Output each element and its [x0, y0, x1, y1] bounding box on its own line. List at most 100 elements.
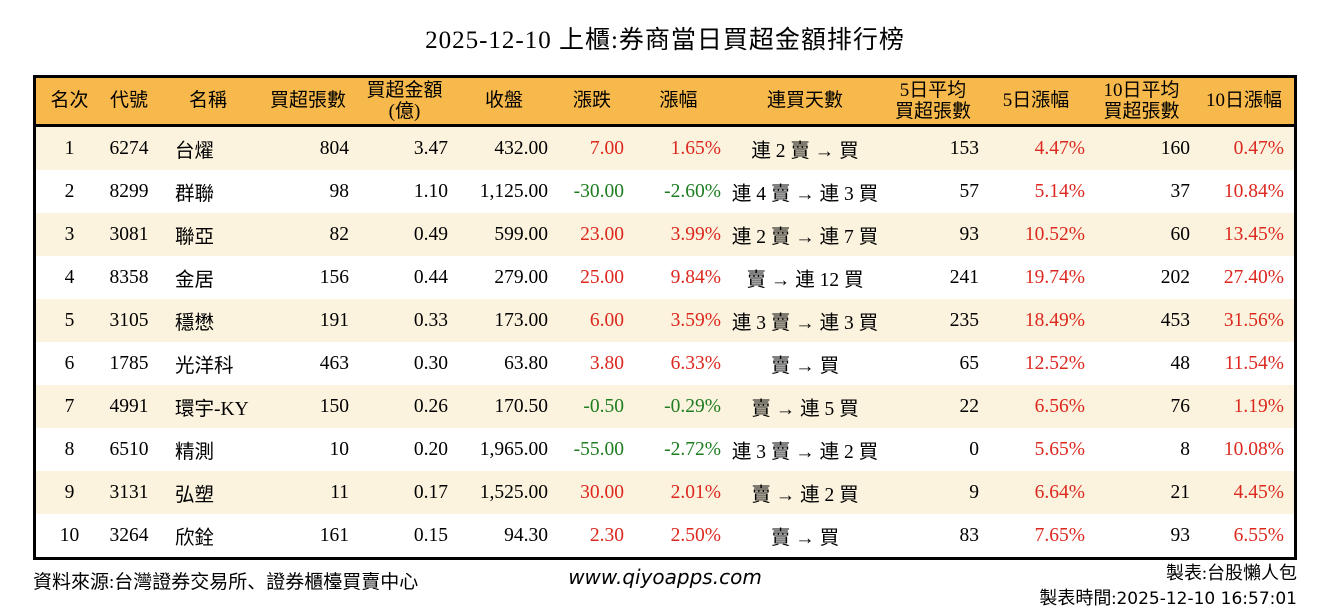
cell-close-price: 170.50: [494, 395, 548, 417]
cell-5day-avg-lots: 153: [949, 137, 979, 159]
cell-5day-avg-lots: 9: [969, 481, 979, 503]
cell-10day-change-pct: 27.40%: [1223, 266, 1284, 288]
cell-stock-name: 聯亞: [175, 227, 215, 248]
timestamp-value: 2025-12-10 16:57:01: [1116, 589, 1297, 609]
cell-close-price: 1,965.00: [479, 438, 548, 460]
timestamp-label: 製表時間:: [1039, 588, 1117, 608]
cell-10day-change-pct: 6.55%: [1233, 524, 1284, 546]
cell-change-pct: 2.01%: [670, 481, 721, 503]
cell-change-pct: 3.59%: [670, 309, 721, 331]
cell-consecutive-days: 賣 → 買: [770, 528, 840, 549]
cell-stock-name: 弘塑: [175, 485, 215, 506]
cell-net-buy-amount: 0.17: [413, 481, 448, 503]
cell-close-price: 1,125.00: [479, 180, 548, 202]
cell-5day-avg-lots: 0: [969, 438, 979, 460]
cell-stock-code: 3081: [109, 223, 149, 245]
cell-net-buy-lots: 156: [319, 266, 349, 288]
cell-rank: 4: [64, 266, 75, 288]
cell-price-change: 23.00: [580, 223, 624, 245]
cell-5day-change-pct: 5.65%: [1034, 438, 1085, 460]
column-header-net-buy-lots: 買超張數: [269, 90, 346, 112]
cell-price-change: -30.00: [573, 180, 624, 202]
cell-10day-avg-lots: 8: [1180, 438, 1190, 460]
cell-price-change: 3.80: [589, 352, 624, 374]
column-header-rank: 名次: [50, 90, 89, 112]
column-header-line: 買超張數: [894, 101, 971, 122]
cell-net-buy-lots: 11: [330, 481, 349, 503]
cell-stock-code: 8299: [109, 180, 149, 202]
cell-5day-avg-lots: 22: [959, 395, 980, 417]
cell-net-buy-lots: 150: [319, 395, 349, 417]
cell-10day-change-pct: 10.08%: [1223, 438, 1284, 460]
cell-rank: 1: [64, 137, 75, 159]
column-header-5day-avg-lots: 5日平均 買超張數: [883, 80, 983, 123]
table-row: 10 3264 欣銓 161 0.15 94.30 2.30 2.50% 賣 →…: [36, 514, 1294, 557]
cell-net-buy-lots: 463: [319, 352, 349, 374]
column-header-consecutive-days: 連買天數: [766, 90, 843, 112]
cell-stock-code: 1785: [109, 352, 149, 374]
cell-10day-avg-lots: 60: [1170, 223, 1191, 245]
cell-5day-change-pct: 6.56%: [1034, 395, 1085, 417]
cell-5day-change-pct: 5.14%: [1034, 180, 1085, 202]
cell-stock-name: 台燿: [175, 141, 215, 162]
table-row: 7 4991 環宇-KY 150 0.26 170.50 -0.50 -0.29…: [36, 385, 1294, 428]
cell-stock-name: 群聯: [175, 184, 215, 205]
table-row: 1 6274 台燿 804 3.47 432.00 7.00 1.65% 連 2…: [36, 127, 1294, 170]
cell-10day-change-pct: 31.56%: [1223, 309, 1284, 331]
cell-price-change: 2.30: [589, 524, 624, 546]
cell-5day-change-pct: 7.65%: [1034, 524, 1085, 546]
cell-stock-name: 精測: [175, 442, 215, 463]
cell-consecutive-days: 賣 → 連 5 買: [751, 399, 859, 420]
cell-consecutive-days: 連 2 賣 → 連 7 買: [731, 227, 879, 248]
cell-consecutive-days: 連 2 賣 → 買: [751, 141, 859, 162]
cell-close-price: 599.00: [494, 223, 548, 245]
cell-consecutive-days: 賣 → 買: [770, 356, 840, 377]
cell-net-buy-lots: 82: [329, 223, 350, 245]
cell-close-price: 279.00: [494, 266, 548, 288]
column-header-line: (億): [388, 101, 421, 122]
table-row: 4 8358 金居 156 0.44 279.00 25.00 9.84% 賣 …: [36, 256, 1294, 299]
cell-10day-change-pct: 1.19%: [1233, 395, 1284, 417]
cell-net-buy-lots: 804: [319, 137, 349, 159]
cell-5day-avg-lots: 83: [959, 524, 980, 546]
column-header-10day-avg-lots: 10日平均 買超張數: [1089, 80, 1194, 123]
cell-10day-avg-lots: 37: [1170, 180, 1191, 202]
cell-consecutive-days: 連 3 賣 → 連 2 買: [731, 442, 879, 463]
cell-5day-change-pct: 12.52%: [1024, 352, 1085, 374]
cell-close-price: 94.30: [504, 524, 548, 546]
table-body: 1 6274 台燿 804 3.47 432.00 7.00 1.65% 連 2…: [36, 127, 1294, 557]
cell-10day-avg-lots: 76: [1170, 395, 1191, 417]
cell-5day-avg-lots: 241: [949, 266, 979, 288]
cell-rank: 3: [64, 223, 75, 245]
cell-10day-avg-lots: 202: [1160, 266, 1190, 288]
cell-net-buy-amount: 0.49: [413, 223, 448, 245]
cell-consecutive-days: 賣 → 連 12 買: [746, 270, 864, 291]
column-header-5day-change-pct: 5日漲幅: [1002, 90, 1070, 112]
column-header-line: 買超張數: [1103, 101, 1180, 122]
cell-stock-name: 欣銓: [175, 528, 215, 549]
cell-price-change: 6.00: [589, 309, 624, 331]
column-header-close: 收盤: [484, 90, 523, 112]
cell-net-buy-lots: 161: [319, 524, 349, 546]
cell-close-price: 432.00: [494, 137, 548, 159]
website-url: www.qiyoapps.com: [568, 565, 762, 589]
cell-5day-change-pct: 4.47%: [1034, 137, 1085, 159]
cell-net-buy-amount: 0.44: [413, 266, 448, 288]
column-header-line: 10日平均: [1103, 79, 1180, 101]
cell-rank: 8: [64, 438, 75, 460]
cell-5day-change-pct: 18.49%: [1024, 309, 1085, 331]
broker-net-buy-ranking-table: 名次 代號 名稱 買超張數 買超金額 (億) 收盤 漲跌 漲幅 連買天數 5日平…: [33, 75, 1297, 560]
cell-stock-code: 3264: [109, 524, 149, 546]
cell-10day-avg-lots: 48: [1170, 352, 1191, 374]
cell-10day-change-pct: 13.45%: [1223, 223, 1284, 245]
cell-10day-change-pct: 0.47%: [1233, 137, 1284, 159]
cell-change-pct: 6.33%: [670, 352, 721, 374]
cell-net-buy-amount: 0.26: [413, 395, 448, 417]
cell-net-buy-amount: 3.47: [413, 137, 448, 159]
cell-stock-code: 3131: [109, 481, 149, 503]
cell-change-pct: 3.99%: [670, 223, 721, 245]
cell-rank: 9: [64, 481, 75, 503]
cell-10day-change-pct: 10.84%: [1223, 180, 1284, 202]
cell-close-price: 63.80: [504, 352, 548, 374]
cell-close-price: 1,525.00: [479, 481, 548, 503]
